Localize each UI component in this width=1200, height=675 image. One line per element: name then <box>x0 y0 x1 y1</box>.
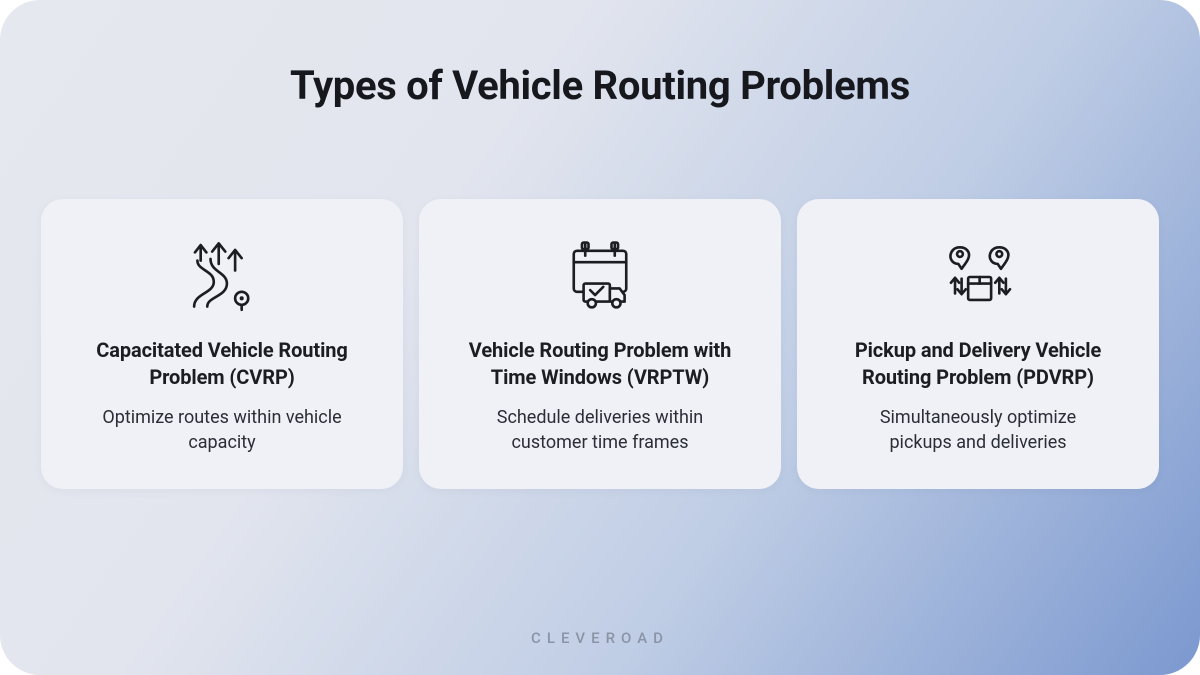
card-title: Pickup and Delivery Vehicle Routing Prob… <box>828 337 1128 391</box>
routes-arrows-icon <box>178 233 266 321</box>
pickup-delivery-icon <box>934 233 1022 321</box>
card-desc: Schedule deliveries within customer time… <box>470 405 730 455</box>
card-title: Vehicle Routing Problem with Time Window… <box>450 337 750 391</box>
card-cvrp: Capacitated Vehicle Routing Problem (CVR… <box>41 199 403 489</box>
card-title: Capacitated Vehicle Routing Problem (CVR… <box>72 337 372 391</box>
card-desc: Simultaneously optimize pickups and deli… <box>848 405 1108 455</box>
brand-label: CLEVEROAD <box>0 629 1200 647</box>
card-pdvrp: Pickup and Delivery Vehicle Routing Prob… <box>797 199 1159 489</box>
card-vrptw: Vehicle Routing Problem with Time Window… <box>419 199 781 489</box>
card-row: Capacitated Vehicle Routing Problem (CVR… <box>0 199 1200 489</box>
calendar-truck-icon <box>556 233 644 321</box>
card-desc: Optimize routes within vehicle capacity <box>92 405 352 455</box>
infographic-canvas: Types of Vehicle Routing Problems <box>0 0 1200 675</box>
page-title: Types of Vehicle Routing Problems <box>290 62 910 109</box>
